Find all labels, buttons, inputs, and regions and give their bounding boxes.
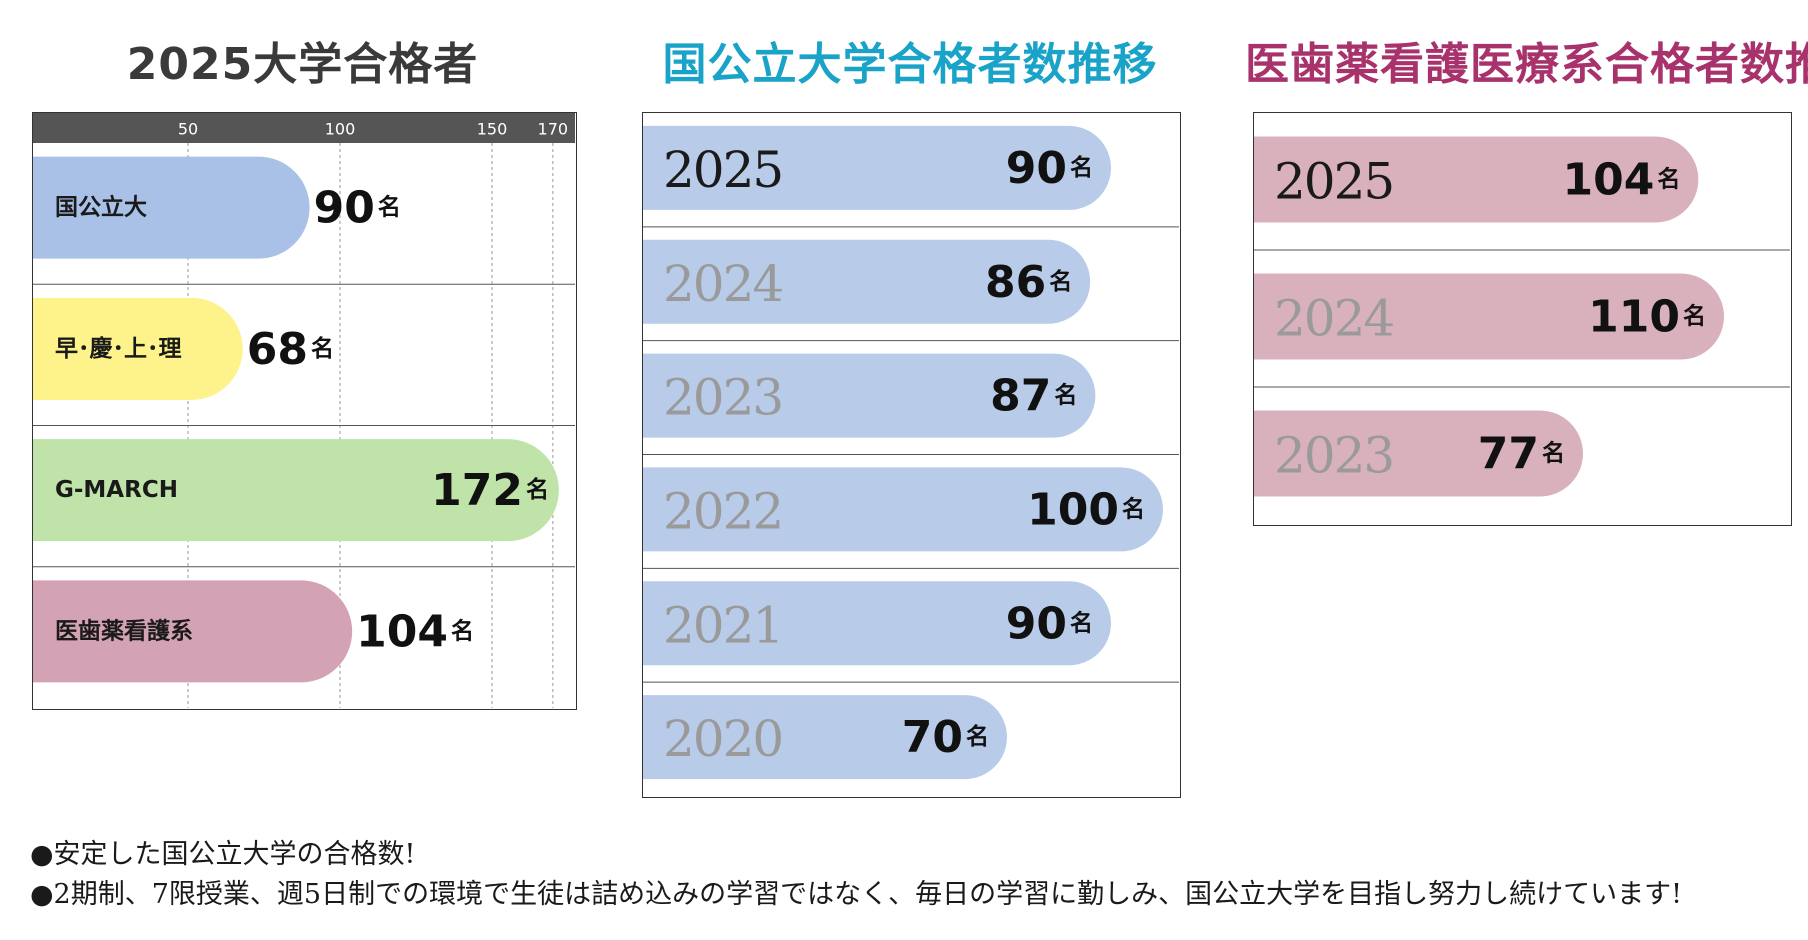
data-label-unit: 名 xyxy=(378,194,401,221)
bar-2025 xyxy=(1254,136,1699,223)
data-label-number: 104 xyxy=(356,606,448,657)
data-label-unit: 名 xyxy=(1070,154,1093,181)
x-tick-label: 50 xyxy=(178,120,198,139)
bar-2023 xyxy=(1254,410,1583,497)
data-label-number: 68 xyxy=(247,323,308,374)
data-label: 87 名 xyxy=(990,370,1077,421)
category-label: 国公立大 xyxy=(55,194,147,221)
data-label: 110 名 xyxy=(1588,291,1706,342)
data-label-unit: 名 xyxy=(1049,268,1072,295)
data-label-number: 77 xyxy=(1478,428,1539,479)
data-label-unit: 名 xyxy=(1122,495,1145,522)
category-label: 医歯薬看護系 xyxy=(55,617,193,644)
data-label-number: 70 xyxy=(902,712,963,763)
year-label: 2023 xyxy=(663,369,782,427)
year-label: 2025 xyxy=(1274,153,1393,211)
note-1: ●安定した国公立大学の合格数! xyxy=(30,839,416,870)
data-label: 86 名 xyxy=(985,256,1072,307)
bar-1 xyxy=(33,156,310,259)
data-label-number: 90 xyxy=(1006,598,1067,649)
national-trend-chart: 2025 90 名 2024 86 名 2023 87 名 2022 100 名 2021 90 名 2020… xyxy=(642,112,1181,798)
bar-2024 xyxy=(643,239,1091,324)
bar-3 xyxy=(33,439,559,542)
bar-2 xyxy=(33,297,243,400)
year-label: 2024 xyxy=(663,255,782,313)
data-label-unit: 名 xyxy=(1657,166,1680,193)
axis-header xyxy=(33,113,575,143)
data-label-number: 110 xyxy=(1588,291,1680,342)
category-label: G-MARCH xyxy=(55,477,178,503)
data-label-unit: 名 xyxy=(1683,303,1706,330)
year-label: 2021 xyxy=(663,596,782,654)
chart-title-medical-trend: 医歯薬看護医療系合格者数推移 xyxy=(1245,39,1808,90)
data-label: 77 名 xyxy=(1478,428,1565,479)
data-label-number: 86 xyxy=(985,256,1046,307)
data-label-unit: 名 xyxy=(966,723,989,750)
chart-title-summary: 2025大学合格者 xyxy=(126,39,479,90)
data-label: 90 名 xyxy=(1006,142,1093,193)
data-label-unit: 名 xyxy=(1070,609,1093,636)
data-label-number: 172 xyxy=(431,465,523,516)
bar-2025 xyxy=(643,125,1111,210)
x-tick-label: 170 xyxy=(538,120,569,139)
data-label: 104 名 xyxy=(356,606,474,657)
data-label: 172 名 xyxy=(431,465,549,516)
bar-2021 xyxy=(643,581,1111,666)
data-label-number: 104 xyxy=(1563,154,1655,205)
year-label: 2023 xyxy=(1274,427,1393,485)
data-label-unit: 名 xyxy=(526,476,549,503)
year-label: 2020 xyxy=(663,710,782,768)
notes: ●安定した国公立大学の合格数! ●2期制、7限授業、週5日制での環境で生徒は詰め… xyxy=(30,835,1800,915)
data-label: 90 名 xyxy=(1006,598,1093,649)
data-label: 70 名 xyxy=(902,712,989,763)
bar-2020 xyxy=(643,695,1007,780)
data-label: 68 名 xyxy=(247,323,334,374)
bar-2022 xyxy=(643,467,1163,552)
medical-trend-chart: 2025 104 名 2024 110 名 2023 77 名 xyxy=(1253,112,1792,526)
data-label-number: 90 xyxy=(314,182,375,233)
summary-chart: 50 100 150 170 国公立大 90 名早･慶･上･理 68 名 G-MARCH 172 名医… xyxy=(32,112,577,710)
data-label-unit: 名 xyxy=(1542,440,1565,467)
bar-4 xyxy=(33,580,353,683)
data-label: 90 名 xyxy=(314,182,401,233)
data-label-unit: 名 xyxy=(1054,382,1077,409)
bar-2023 xyxy=(643,353,1096,438)
year-label: 2025 xyxy=(663,141,782,199)
category-label: 早･慶･上･理 xyxy=(55,335,182,362)
x-tick-label: 150 xyxy=(477,120,508,139)
data-label: 100 名 xyxy=(1027,484,1145,535)
data-label-number: 100 xyxy=(1027,484,1119,535)
chart-title-national-trend: 国公立大学合格者数推移 xyxy=(662,39,1158,90)
year-label: 2022 xyxy=(663,482,782,540)
data-label-number: 87 xyxy=(990,370,1051,421)
data-label-unit: 名 xyxy=(451,617,474,644)
note-2: ●2期制、7限授業、週5日制での環境で生徒は詰め込みの学習ではなく、毎日の学習に… xyxy=(30,879,1682,910)
bar-2024 xyxy=(1254,273,1724,360)
year-label: 2024 xyxy=(1274,290,1393,348)
data-label-number: 90 xyxy=(1006,142,1067,193)
data-label: 104 名 xyxy=(1563,154,1681,205)
x-tick-label: 100 xyxy=(325,120,356,139)
data-label-unit: 名 xyxy=(311,335,334,362)
